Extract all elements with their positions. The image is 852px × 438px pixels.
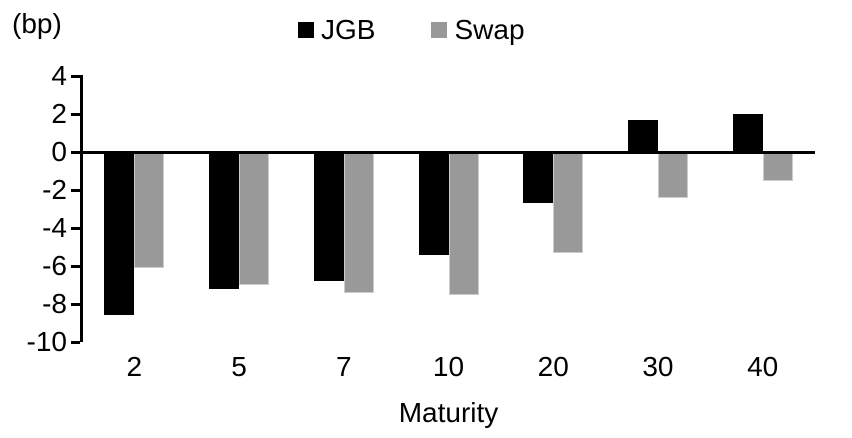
- zero-baseline: [80, 151, 815, 154]
- y-tick-mark--10: [71, 341, 80, 344]
- y-tick-mark--8: [71, 303, 80, 306]
- y-tick-mark--2: [71, 189, 80, 192]
- legend-label-swap: Swap: [454, 14, 525, 45]
- bar-jgb-5: [209, 152, 240, 289]
- y-tick-label-2: 2: [51, 98, 67, 129]
- x-tick-label-30: 30: [642, 351, 674, 382]
- bar-jgb-30: [627, 119, 658, 152]
- x-tick-label-20: 20: [537, 351, 569, 382]
- bar-swap-30: [657, 152, 688, 198]
- y-tick-label--2: -2: [42, 174, 67, 205]
- legend-label-jgb: JGB: [321, 14, 376, 45]
- legend-swatch-jgb-icon: [298, 22, 314, 38]
- y-tick-label--8: -8: [42, 288, 67, 319]
- bar-swap-20: [553, 152, 584, 253]
- y-axis-unit-label: (bp): [12, 8, 62, 39]
- y-tick-label--10: -10: [26, 326, 67, 357]
- bar-swap-7: [343, 152, 374, 293]
- y-tick-label-0: 0: [51, 136, 67, 167]
- bar-swap-10: [448, 152, 479, 295]
- y-tick-mark--6: [71, 265, 80, 268]
- bar-jgb-10: [418, 152, 449, 255]
- x-tick-label-7: 7: [335, 351, 352, 382]
- bar-swap-5: [239, 152, 270, 285]
- legend-swatch-swap-icon: [431, 22, 448, 38]
- y-tick-label--4: -4: [42, 212, 67, 243]
- bar-jgb-7: [313, 152, 344, 282]
- y-tick-label-4: 4: [51, 60, 67, 91]
- x-tick-label-10: 10: [432, 351, 465, 382]
- legend-item-swap: Swap: [431, 14, 525, 45]
- y-tick-mark--4: [71, 227, 80, 230]
- bar-swap-2: [134, 152, 165, 268]
- bar-jgb-2: [104, 152, 135, 316]
- y-axis-line: [80, 75, 83, 342]
- legend-item-jgb: JGB: [298, 16, 375, 44]
- legend: JGB Swap: [298, 16, 525, 44]
- x-axis-title: Maturity: [398, 397, 499, 428]
- bar-jgb-40: [732, 114, 763, 152]
- bar-jgb-20: [523, 152, 554, 204]
- x-tick-label-5: 5: [231, 351, 247, 382]
- y-tick-label--6: -6: [42, 250, 67, 281]
- x-tick-label-2: 2: [126, 351, 143, 382]
- bar-swap-40: [762, 152, 793, 181]
- y-tick-mark-0: [71, 151, 80, 154]
- y-tick-mark-2: [71, 113, 80, 116]
- x-tick-label-40: 40: [747, 351, 779, 382]
- y-tick-mark-4: [71, 75, 80, 78]
